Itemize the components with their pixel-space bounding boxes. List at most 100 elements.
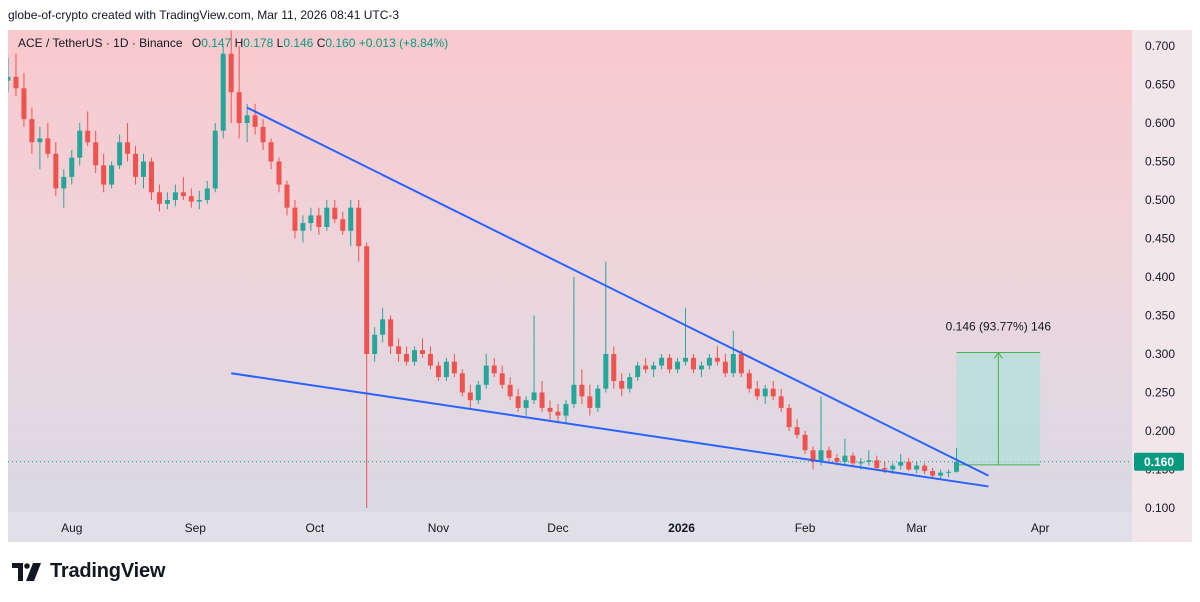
candle-body xyxy=(738,354,744,374)
candle-body xyxy=(101,165,107,185)
candle-body xyxy=(866,460,872,462)
candle-body xyxy=(834,457,840,462)
upper-trendline xyxy=(246,106,989,477)
candle-body xyxy=(762,388,768,397)
x-tick-label: Aug xyxy=(61,521,82,535)
legend-symbol: ACE / TetherUS · 1D · Binance xyxy=(18,36,183,50)
candle-body xyxy=(284,184,290,208)
candle-body xyxy=(77,130,83,158)
candle-body xyxy=(109,165,115,185)
candle-body xyxy=(228,53,234,93)
candle-body xyxy=(204,188,210,200)
y-tick-label: 0.600 xyxy=(1145,116,1175,130)
plot-background xyxy=(8,30,1132,512)
axis-background-bottom xyxy=(8,512,1132,542)
x-tick-label: Sep xyxy=(185,521,207,535)
candle-body xyxy=(507,384,513,397)
candle-body xyxy=(443,361,449,378)
candle-body xyxy=(587,396,593,408)
candle-body xyxy=(858,461,864,464)
candle-body xyxy=(818,450,824,462)
candle-body xyxy=(451,361,457,374)
candle-body xyxy=(946,471,952,473)
candle-body xyxy=(619,380,625,389)
y-tick-label: 0.500 xyxy=(1145,193,1175,207)
candle-body xyxy=(372,334,378,354)
y-tick-label: 0.650 xyxy=(1145,78,1175,92)
candle-body xyxy=(882,467,888,470)
candle-body xyxy=(37,138,43,143)
candle-body xyxy=(348,207,354,231)
candle-body xyxy=(922,465,928,472)
legend-low-value: 0.146 xyxy=(283,36,314,50)
y-tick-label: 0.200 xyxy=(1145,424,1175,438)
candle-body xyxy=(188,196,194,202)
candle-body xyxy=(499,373,505,385)
candle-body xyxy=(427,354,433,366)
grid-layer xyxy=(8,461,1132,463)
lower-trendline xyxy=(231,372,989,488)
candle-body xyxy=(93,142,99,166)
candle-body xyxy=(651,365,657,370)
candle-body xyxy=(475,384,481,401)
candle-body xyxy=(539,392,545,408)
y-tick-label: 0.350 xyxy=(1145,309,1175,323)
legend-high-value: 0.178 xyxy=(243,36,274,50)
candle-body xyxy=(714,357,720,362)
candle-body xyxy=(531,392,537,401)
candle-body xyxy=(324,207,330,227)
axes-layer: 0.700 0.650 0.600 0.550 0.500 0.450 0.400 0.350… xyxy=(61,39,1184,535)
candle-body xyxy=(491,365,497,374)
candle-body xyxy=(906,461,912,470)
candle-body xyxy=(419,350,425,354)
candles-layer xyxy=(8,30,960,508)
candle-body xyxy=(786,407,792,428)
candle-body xyxy=(547,407,553,412)
last-price-label: 0.160 xyxy=(1144,455,1174,469)
y-tick-label: 0.300 xyxy=(1145,347,1175,361)
candle-body xyxy=(850,455,856,464)
candle-body xyxy=(683,357,689,362)
candle-body xyxy=(898,461,904,466)
candle-body xyxy=(244,115,250,123)
candle-body xyxy=(29,119,35,143)
candle-body xyxy=(292,207,298,231)
candle-body xyxy=(316,215,322,227)
candle-body xyxy=(627,377,633,389)
tradingview-wordmark: TradingView xyxy=(50,560,166,582)
y-tick-label: 0.550 xyxy=(1145,155,1175,169)
candle-body xyxy=(332,207,338,220)
candle-body xyxy=(842,455,848,462)
candle-body xyxy=(156,192,162,204)
candle-body xyxy=(483,365,489,385)
candle-body xyxy=(667,357,673,370)
candle-body xyxy=(954,461,960,472)
candle-body xyxy=(698,365,704,370)
candle-body xyxy=(13,76,19,89)
candle-body xyxy=(467,392,473,401)
candle-body xyxy=(356,207,362,247)
candle-body xyxy=(810,450,816,462)
tradingview-logo-icon xyxy=(12,562,41,581)
footer-brand[interactable]: TradingView xyxy=(12,560,165,583)
y-tick-label: 0.700 xyxy=(1145,39,1175,53)
legend-close-value: 0.160 xyxy=(325,36,356,50)
x-tick-label: Apr xyxy=(1031,521,1050,535)
last-price-badge xyxy=(1134,452,1184,471)
candle-body xyxy=(412,350,418,362)
chart-frame[interactable]: 0.146 (93.77%) 146 0.700 0.650 0.600 0.550 0… xyxy=(8,30,1192,542)
candle-body xyxy=(938,472,944,476)
candle-body xyxy=(268,142,274,162)
price-chart[interactable]: 0.146 (93.77%) 146 0.7000.6500.6000.5500… xyxy=(8,30,1192,542)
legend-open-key: O xyxy=(191,36,202,50)
candle-body xyxy=(611,354,617,381)
projection-arrow-head xyxy=(993,351,1003,359)
candle-body xyxy=(563,404,569,416)
candle-body xyxy=(396,346,402,354)
candle-body xyxy=(196,200,202,202)
legend-open-value: 0.147 xyxy=(201,36,232,50)
candle-body xyxy=(260,126,266,143)
candle-body xyxy=(890,465,896,470)
candle-body xyxy=(690,357,696,370)
y-tick-label: 0.450 xyxy=(1145,232,1175,246)
